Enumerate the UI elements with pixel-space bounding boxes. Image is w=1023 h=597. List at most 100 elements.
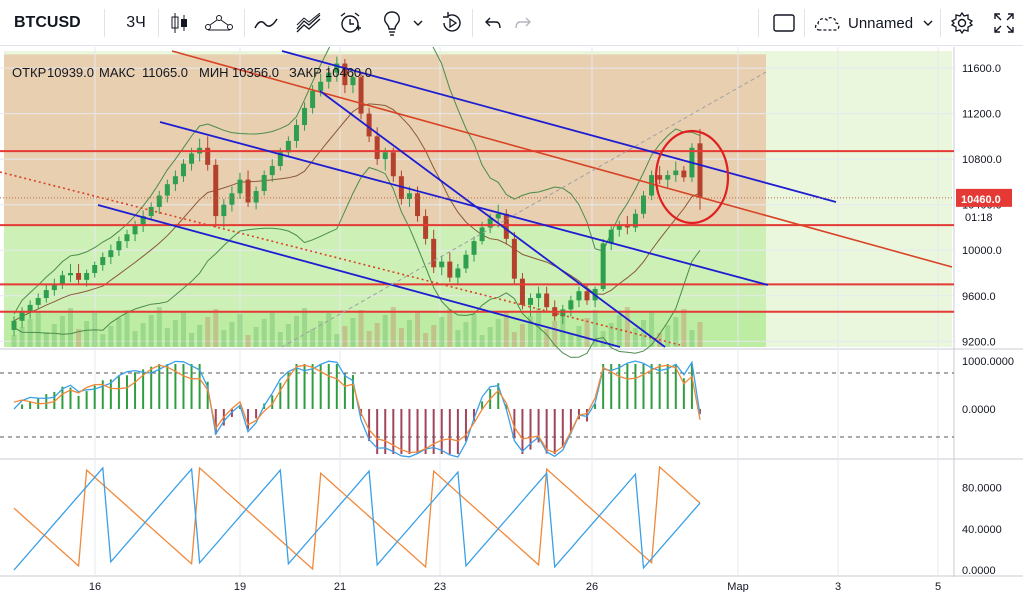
volume-bar: [423, 333, 428, 347]
volume-bar: [649, 312, 654, 347]
chart-area[interactable]: 11600.011200.010800.010400.010000.09600.…: [0, 47, 1023, 592]
ideas-icon[interactable]: [378, 0, 406, 46]
candle-body: [528, 298, 533, 305]
volume-bar: [149, 315, 154, 347]
undo-icon[interactable]: [480, 0, 506, 46]
volume-bar: [189, 333, 194, 347]
volume-bar: [415, 312, 420, 347]
osc1-tick-label: 1000.0000: [962, 356, 1014, 368]
legend-high: 11065.0: [142, 65, 188, 80]
legend-open: 10939.0: [47, 65, 94, 80]
volume-bar: [100, 334, 105, 347]
volume-bar: [20, 327, 25, 347]
volume-bar: [44, 332, 49, 347]
volume-bar: [399, 328, 404, 347]
candle-body: [165, 184, 170, 195]
candle-body: [359, 77, 364, 113]
candle-body: [681, 171, 686, 178]
candle-body: [149, 207, 154, 216]
volume-bar: [124, 310, 129, 347]
candle-body: [447, 262, 452, 278]
templates-icon[interactable]: [294, 0, 324, 46]
candle-body: [12, 321, 17, 330]
volume-bar: [641, 320, 646, 347]
candle-body: [472, 241, 477, 255]
osc2-tick-label: 40.0000: [962, 524, 1002, 536]
candle-body: [189, 153, 194, 163]
toolbar-divider: [472, 9, 473, 37]
volume-bar: [350, 318, 355, 347]
volume-bar: [391, 307, 396, 347]
candle-body: [310, 91, 315, 108]
candles-icon[interactable]: [166, 0, 194, 46]
volume-bar: [302, 308, 307, 347]
legend-close: 10460.0: [325, 65, 372, 80]
candle-body: [84, 273, 89, 280]
candle-body: [229, 193, 234, 204]
volume-bar: [133, 331, 138, 347]
indicators-icon[interactable]: [252, 0, 280, 46]
chevron-down-icon[interactable]: [920, 0, 936, 46]
candle-body: [601, 243, 606, 289]
candle-body: [657, 175, 662, 180]
volume-bar: [262, 319, 267, 347]
candle-body: [44, 290, 49, 298]
toolbar-divider: [804, 9, 805, 37]
layout-name[interactable]: Unnamed: [848, 0, 913, 46]
candle-body: [367, 114, 372, 137]
volume-bar: [463, 322, 468, 347]
volume-bar: [181, 312, 186, 347]
candle-body: [536, 293, 541, 298]
time-tick-label: 19: [234, 581, 246, 592]
interval-button[interactable]: 3Ч: [118, 0, 154, 46]
candle-body: [20, 312, 25, 321]
candle-body: [463, 255, 468, 269]
price-tick-label: 9600.0: [962, 291, 996, 303]
osc2-tick-label: 80.0000: [962, 483, 1002, 495]
volume-bar: [625, 307, 630, 347]
legend-high-label: МАКС: [99, 65, 135, 80]
legend-low-label: МИН: [199, 65, 229, 80]
fullscreen-box-icon[interactable]: [770, 0, 798, 46]
volume-bar: [334, 334, 339, 347]
volume-bar: [520, 324, 525, 347]
volume-bar: [689, 330, 694, 347]
chevron-down-icon[interactable]: [410, 0, 426, 46]
compare-icon[interactable]: [202, 0, 236, 46]
volume-bar: [496, 319, 501, 347]
settings-icon[interactable]: [948, 0, 976, 46]
volume-bar: [673, 317, 678, 347]
volume-bar: [12, 335, 17, 347]
redo-icon[interactable]: [510, 0, 536, 46]
volume-bar: [488, 327, 493, 347]
candle-body: [100, 257, 105, 265]
volume-bar: [326, 313, 331, 347]
volume-bar: [116, 318, 121, 347]
volume-bar: [237, 314, 242, 347]
volume-bar: [367, 331, 372, 347]
candle-body: [246, 180, 251, 203]
volume-bar: [157, 307, 162, 347]
time-tick-label: 21: [334, 581, 346, 592]
volume-bar: [205, 317, 210, 347]
symbol-search-button[interactable]: BTCUSD: [14, 0, 81, 46]
candle-body: [504, 214, 509, 239]
price-tick-label: 11600.0: [962, 63, 1001, 75]
legend-open-label: ОТКР: [12, 65, 46, 80]
volume-bar: [585, 318, 590, 347]
countdown-label: 01:18: [965, 212, 993, 224]
candle-body: [391, 152, 396, 176]
candle-body: [213, 165, 218, 216]
candle-body: [294, 125, 299, 141]
replay-icon[interactable]: [438, 0, 466, 46]
alert-icon[interactable]: [336, 0, 364, 46]
price-chart[interactable]: 11600.011200.010800.010400.010000.09600.…: [0, 47, 1023, 592]
toolbar-divider: [158, 9, 159, 37]
cloud-icon[interactable]: [812, 0, 842, 46]
volume-bar: [213, 309, 218, 347]
candle-body: [116, 241, 121, 250]
expand-icon[interactable]: [990, 0, 1018, 46]
candle-body: [221, 205, 226, 216]
toolbar-divider: [104, 9, 105, 37]
volume-bar: [359, 310, 364, 347]
